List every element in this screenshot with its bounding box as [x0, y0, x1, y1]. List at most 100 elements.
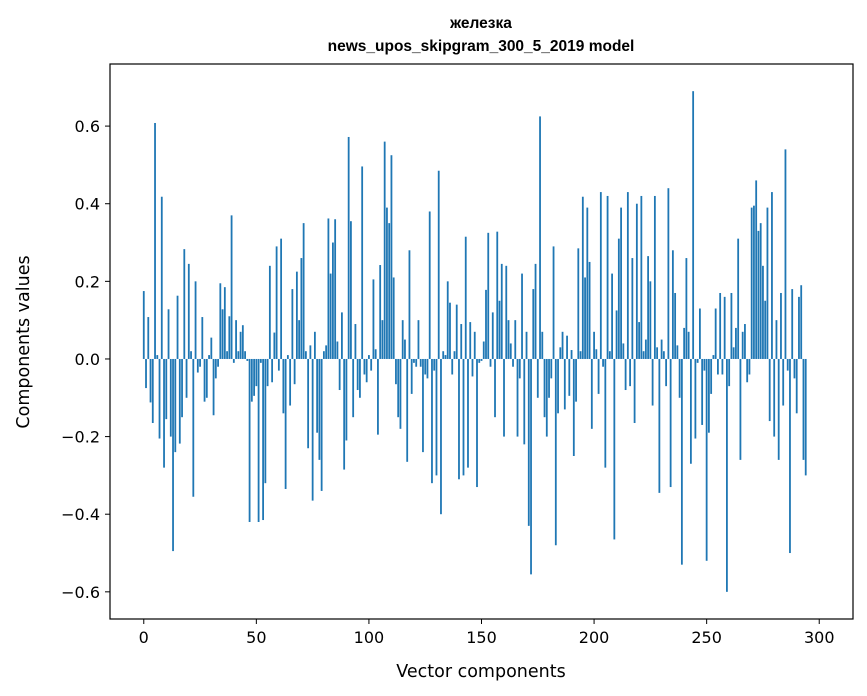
bar	[289, 358, 292, 406]
bar	[532, 289, 535, 359]
bar	[390, 155, 393, 359]
x-tick-label: 0	[139, 628, 149, 647]
bar	[142, 291, 145, 359]
bar	[248, 358, 251, 522]
bar	[554, 358, 557, 546]
bar	[606, 195, 609, 359]
bar	[516, 358, 519, 437]
bar	[359, 358, 361, 398]
bar	[449, 302, 451, 359]
bar	[361, 166, 364, 359]
bar	[489, 358, 492, 367]
bar	[379, 265, 382, 359]
bar	[469, 322, 472, 359]
bar	[230, 215, 233, 359]
bar	[422, 358, 424, 453]
bar	[228, 316, 231, 359]
bar	[352, 358, 355, 418]
bar	[667, 188, 670, 359]
bar	[322, 351, 325, 359]
y-tick-label: 0.2	[75, 272, 100, 291]
bar	[187, 263, 190, 359]
bar	[780, 292, 782, 359]
bar	[602, 358, 604, 367]
bar	[764, 300, 767, 359]
bar	[604, 358, 607, 468]
bar	[530, 358, 532, 575]
bar	[464, 236, 467, 359]
bar	[253, 358, 255, 396]
bar	[239, 331, 242, 359]
bar	[593, 331, 595, 359]
bar	[660, 339, 663, 359]
bar	[491, 312, 494, 359]
bar	[309, 345, 312, 359]
bar	[356, 358, 359, 391]
bar	[766, 207, 769, 359]
bar	[570, 350, 573, 359]
bar	[208, 355, 210, 359]
bar	[485, 289, 487, 359]
bar	[613, 358, 616, 540]
bar	[192, 358, 195, 497]
bar	[404, 339, 406, 359]
bar	[683, 327, 686, 359]
bar	[368, 355, 370, 359]
bar	[617, 238, 620, 359]
bar	[586, 207, 589, 359]
bar	[476, 358, 478, 488]
bar	[692, 91, 695, 359]
bar	[406, 358, 409, 462]
bar	[658, 358, 661, 493]
bar	[350, 221, 352, 359]
bar	[608, 351, 611, 359]
bar	[500, 263, 503, 359]
bar	[640, 195, 643, 359]
bar	[626, 192, 629, 359]
bar	[156, 355, 159, 359]
bar	[291, 289, 294, 359]
bar	[503, 358, 505, 437]
bar	[259, 358, 262, 363]
bar	[771, 192, 773, 359]
bar	[478, 358, 481, 363]
bar	[388, 223, 391, 359]
bar	[550, 358, 553, 379]
bar	[595, 349, 598, 359]
bar	[250, 358, 253, 402]
bar	[232, 358, 235, 363]
bar	[440, 358, 442, 515]
bar	[588, 261, 591, 359]
bar	[435, 358, 438, 476]
bar	[782, 358, 785, 406]
bar	[631, 258, 634, 359]
bar	[703, 358, 706, 371]
bar	[264, 358, 267, 484]
bar	[181, 358, 183, 418]
bar	[775, 320, 778, 359]
y-axis-label: Components values	[14, 255, 34, 428]
bar	[694, 358, 697, 439]
bar	[739, 358, 742, 460]
bar	[363, 358, 366, 375]
bar	[584, 277, 586, 359]
bar	[271, 358, 274, 383]
bar	[377, 358, 379, 435]
bar	[647, 256, 650, 359]
bar	[800, 285, 803, 359]
bar	[563, 358, 566, 410]
bar	[741, 331, 744, 359]
bar	[246, 358, 249, 361]
bar	[338, 358, 341, 391]
bar	[307, 358, 310, 449]
bar	[311, 358, 314, 501]
bar	[671, 250, 674, 359]
bar	[804, 358, 807, 476]
bar	[590, 358, 593, 429]
bar	[275, 246, 278, 359]
bar	[611, 273, 613, 359]
bar	[370, 358, 373, 371]
bar	[665, 358, 668, 387]
bar	[662, 351, 665, 359]
bar	[262, 358, 264, 521]
